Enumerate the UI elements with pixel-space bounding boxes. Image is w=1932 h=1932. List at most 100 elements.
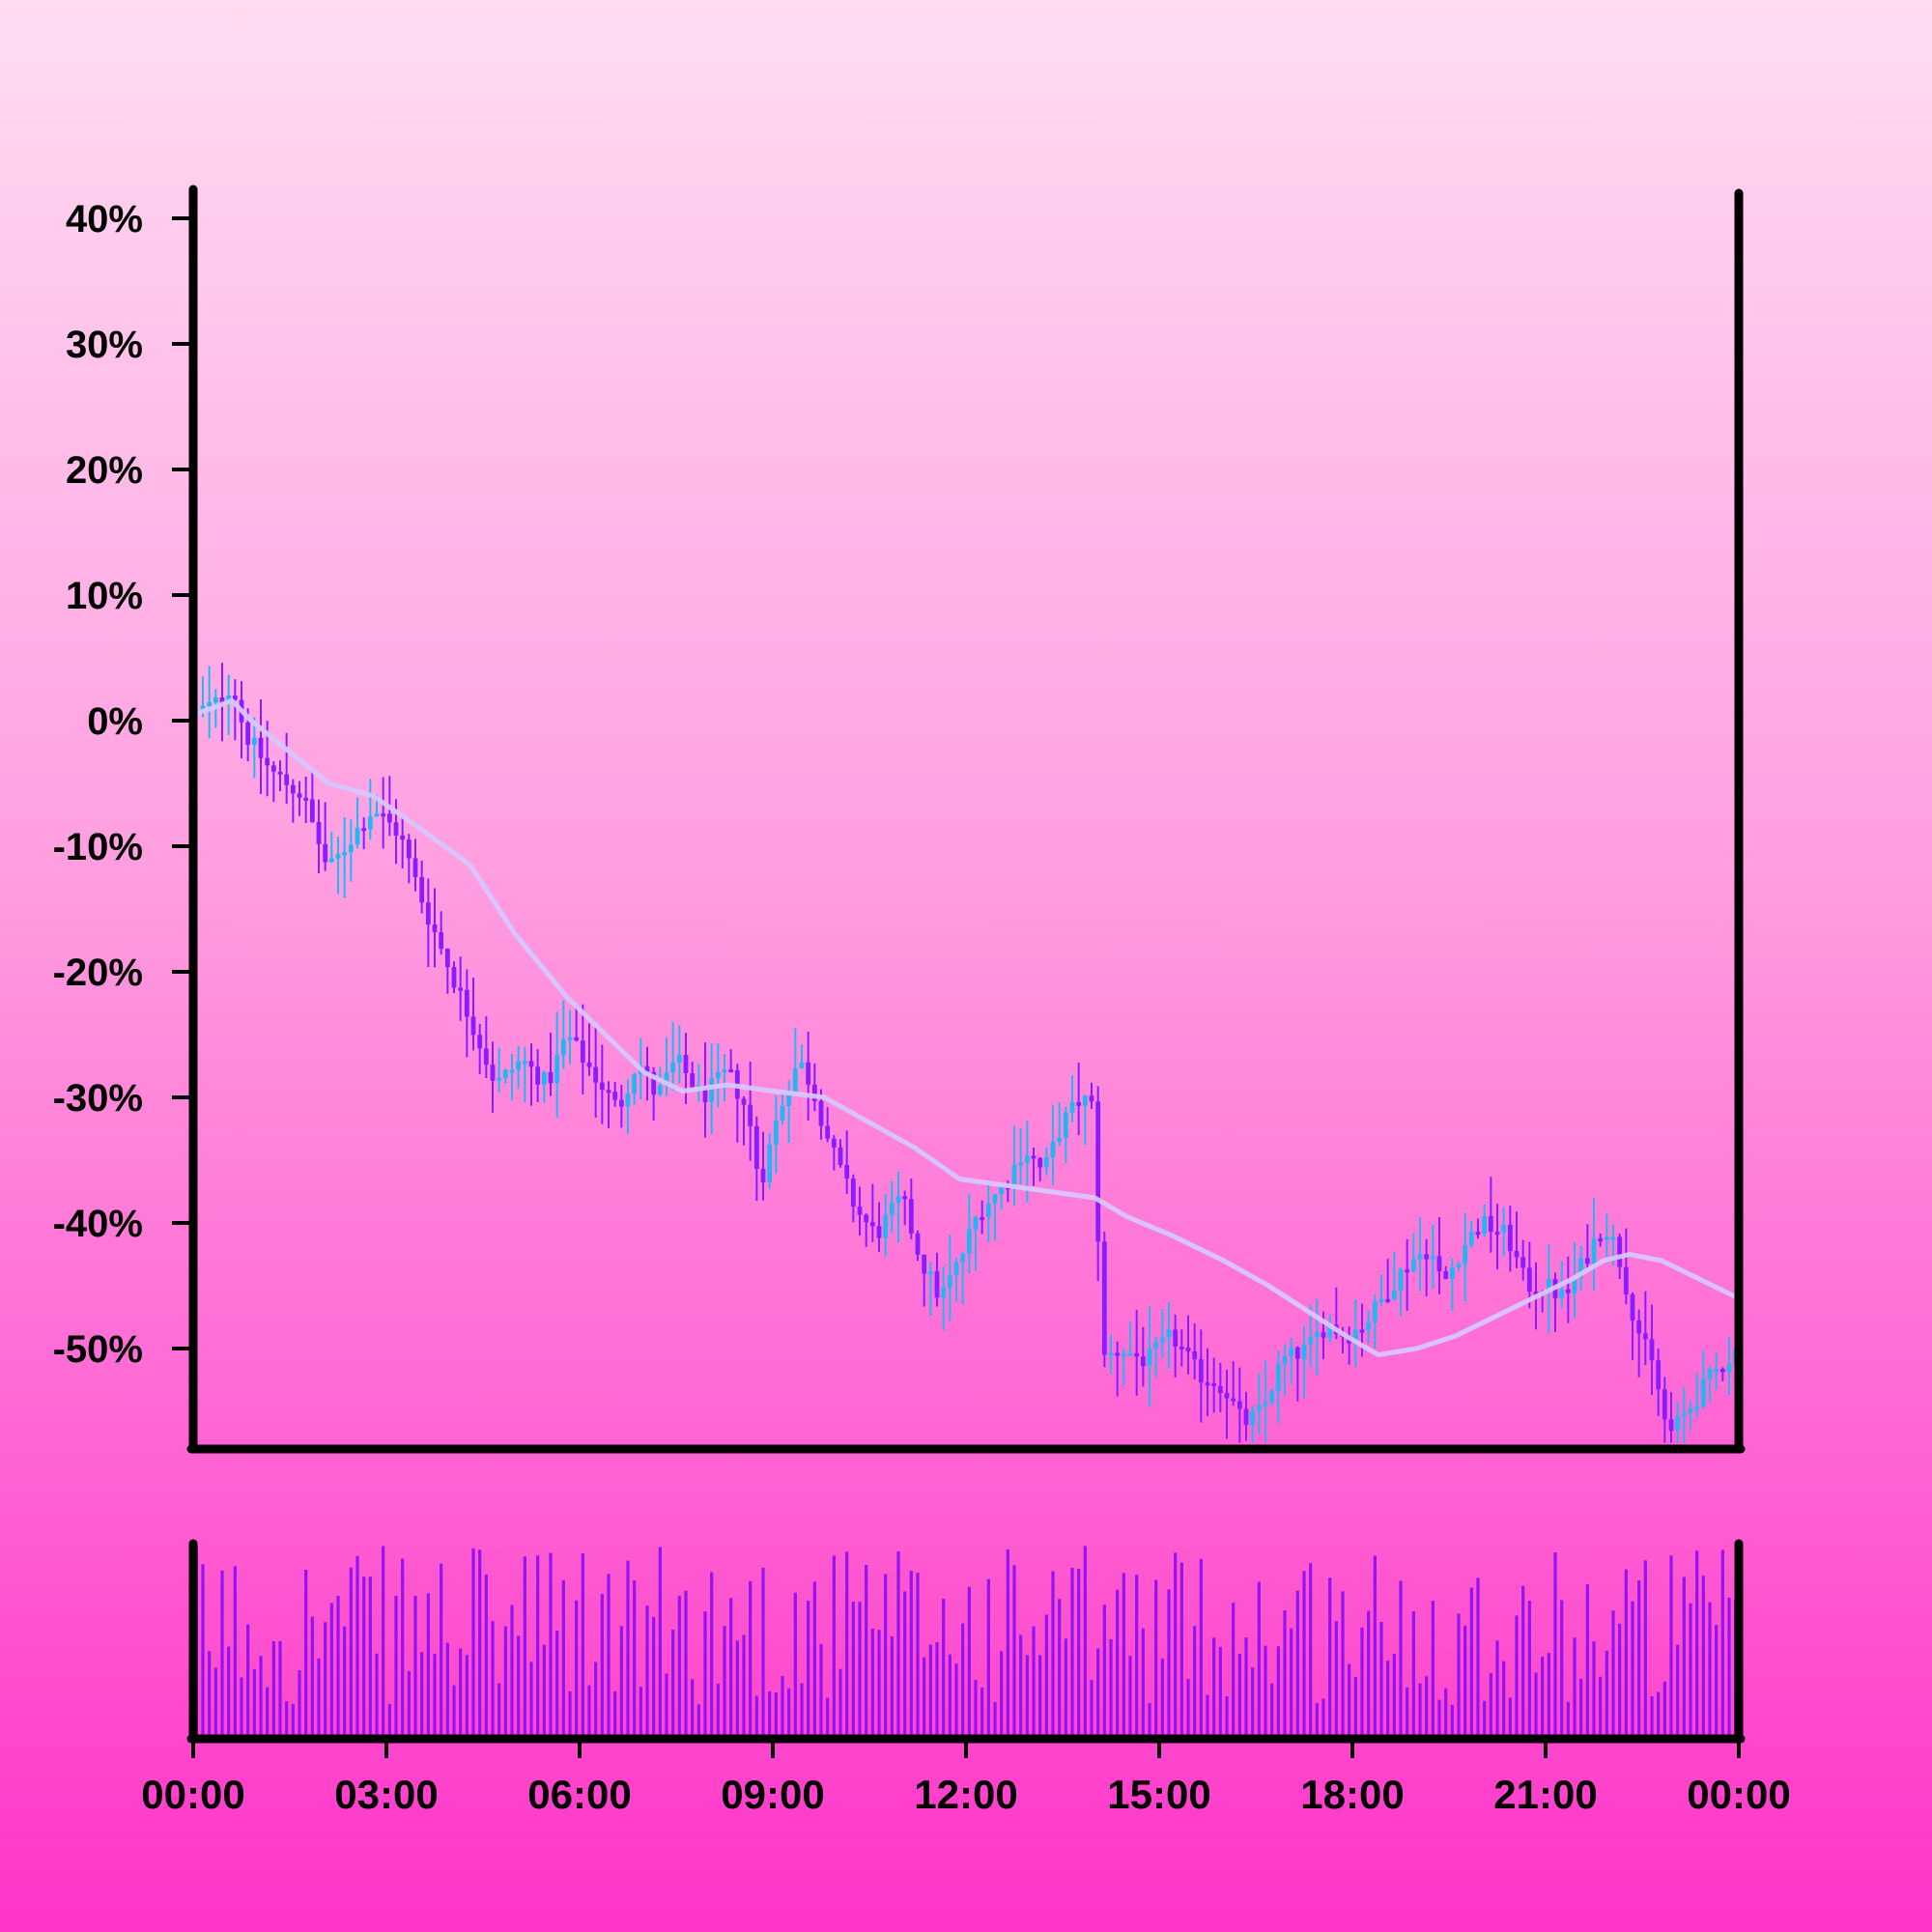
volume-bar (1689, 1603, 1692, 1737)
volume-bar (1225, 1695, 1229, 1737)
candle-body (811, 1084, 817, 1101)
volume-bar (240, 1677, 243, 1737)
volume-bar (774, 1691, 778, 1737)
x-tick-label: 15:00 (1107, 1772, 1210, 1817)
candle-body (1598, 1238, 1604, 1242)
volume-bar (1179, 1562, 1183, 1737)
candle-body (799, 1062, 805, 1068)
volume-bar (1579, 1678, 1583, 1737)
candle-body (1153, 1342, 1159, 1349)
volume-bar (349, 1567, 353, 1737)
candle-body (270, 765, 276, 772)
candle-body (664, 1072, 669, 1086)
volume-bar (1708, 1602, 1712, 1737)
volume-bar (942, 1598, 946, 1737)
candle-body (1236, 1401, 1242, 1409)
candle-body (1282, 1356, 1288, 1364)
volume-bar (1437, 1699, 1441, 1737)
volume-bar (1058, 1599, 1062, 1737)
volume-bar (575, 1600, 579, 1737)
candle-body (1449, 1267, 1455, 1279)
x-tick-label: 12:00 (914, 1772, 1017, 1817)
volume-bar (1348, 1663, 1351, 1737)
candle-body (580, 1040, 585, 1063)
candle-body (941, 1287, 947, 1298)
candle-body (825, 1125, 831, 1139)
candle-body (412, 858, 418, 878)
candle-body (1205, 1382, 1210, 1386)
volume-bar (812, 1581, 816, 1737)
volume-bar (1257, 1581, 1261, 1737)
candle-body (1211, 1382, 1217, 1386)
candle-body (1031, 1155, 1037, 1159)
volume-bar (1463, 1625, 1467, 1737)
volume-bar (1019, 1634, 1023, 1737)
volume-bar (967, 1586, 971, 1737)
candle-body (1417, 1254, 1423, 1260)
volume-bar (1012, 1565, 1016, 1737)
x-tick-label: 21:00 (1493, 1772, 1597, 1817)
candle-body (1076, 1101, 1082, 1106)
candle-body (657, 1085, 663, 1095)
volume-bar (1083, 1546, 1087, 1737)
candle-body (676, 1055, 682, 1063)
candle-body (522, 1061, 527, 1065)
volume-bar (671, 1629, 675, 1737)
candle-body (516, 1061, 522, 1070)
volume-bar (619, 1626, 623, 1737)
y-tick-label: 20% (66, 449, 143, 492)
candle-body (1385, 1298, 1391, 1302)
volume-bar (1051, 1571, 1055, 1737)
candle-body (1714, 1369, 1719, 1373)
candle-body (1584, 1258, 1590, 1264)
candle-body (335, 854, 341, 859)
candle-body (1694, 1406, 1700, 1409)
candle-body (895, 1196, 901, 1203)
candle-body (1578, 1258, 1584, 1278)
candle-body (806, 1062, 811, 1085)
candle-body (818, 1100, 824, 1126)
candle-body (1043, 1157, 1049, 1168)
volume-bar (1476, 1577, 1480, 1737)
candle-body (432, 924, 438, 932)
candle-body (1405, 1269, 1410, 1273)
candle-body (606, 1090, 611, 1094)
x-tick-label: 03:00 (334, 1772, 438, 1817)
volume-bar (536, 1555, 540, 1737)
candle-body (477, 1035, 483, 1049)
chart-axes (186, 185, 1746, 1744)
volume-bar (246, 1624, 250, 1737)
volume-bar (517, 1635, 521, 1737)
volume-bar (1611, 1610, 1615, 1737)
volume-bar (317, 1658, 321, 1737)
candle-body (973, 1216, 979, 1230)
volume-bar (1128, 1656, 1132, 1737)
candle-body (406, 839, 412, 859)
volume-bar (1483, 1700, 1487, 1737)
candle-body (876, 1226, 882, 1238)
volume-bar (1264, 1645, 1267, 1737)
volume-bar (568, 1690, 572, 1737)
candle-body (953, 1262, 959, 1276)
candle-body (760, 1168, 766, 1182)
candle-body (715, 1071, 721, 1079)
volume-bar (1174, 1552, 1178, 1737)
volume-bar (793, 1592, 797, 1737)
volume-bar (1141, 1628, 1145, 1737)
volume-bar (1025, 1655, 1029, 1737)
candle-body (1140, 1356, 1146, 1367)
candle-body (444, 949, 450, 968)
volume-bar (1418, 1683, 1422, 1737)
candle-body (502, 1069, 508, 1078)
volume-bar (1650, 1696, 1654, 1737)
volume-bar (1399, 1580, 1403, 1737)
volume-bar (1662, 1681, 1666, 1737)
y-tick-label: -50% (53, 1328, 143, 1371)
candle-body (1217, 1385, 1223, 1393)
volume-bar (961, 1623, 965, 1737)
candle-body (1391, 1290, 1397, 1300)
candle-body (1192, 1351, 1198, 1360)
volume-bar (639, 1686, 642, 1737)
candle-body (1359, 1329, 1365, 1333)
volume-bar (278, 1640, 282, 1737)
